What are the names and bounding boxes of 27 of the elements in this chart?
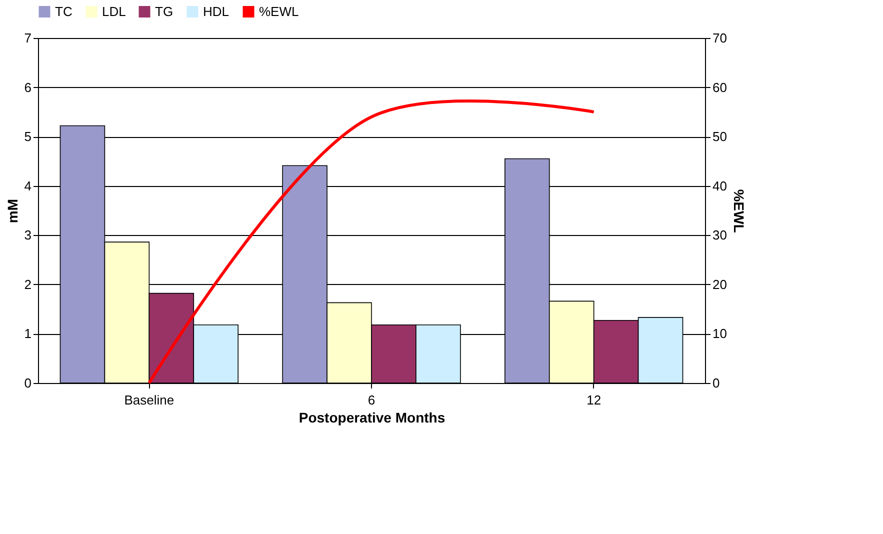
y2-tick-label: 60 (712, 80, 727, 95)
legend-label: TG (155, 4, 174, 19)
x-tick-label: 12 (586, 392, 602, 408)
y-tick-label: 0 (24, 376, 32, 390)
legend-label: LDL (102, 4, 126, 19)
y-tick-label: 4 (24, 178, 32, 194)
y-axis-title: mM (4, 198, 20, 224)
x-tick-label: Baseline (124, 392, 174, 408)
y-tick-label: 6 (24, 80, 32, 95)
y2-tick-label: 40 (712, 178, 727, 194)
x-axis-title: Postoperative Months (298, 410, 446, 426)
legend-label: TC (55, 4, 72, 19)
y2-tick-label: 10 (712, 326, 727, 342)
y-tick-label: 5 (24, 129, 32, 144)
x-tick-label: 6 (368, 392, 376, 408)
y-tick-label: 1 (24, 326, 32, 342)
y-tick-label: 7 (24, 30, 32, 46)
y2-tick-label: 20 (712, 276, 727, 292)
legend-label: %EWL (259, 4, 299, 19)
y2-tick-label: 70 (712, 30, 727, 46)
y2-tick-label: 30 (712, 228, 727, 243)
y-tick-label: 3 (24, 228, 32, 243)
legend-label: HDL (203, 4, 230, 19)
y2-tick-label: 0 (712, 376, 720, 390)
y-tick-label: 2 (24, 276, 32, 292)
y2-axis-title: %EWL (730, 189, 747, 234)
y2-tick-label: 50 (712, 129, 727, 144)
